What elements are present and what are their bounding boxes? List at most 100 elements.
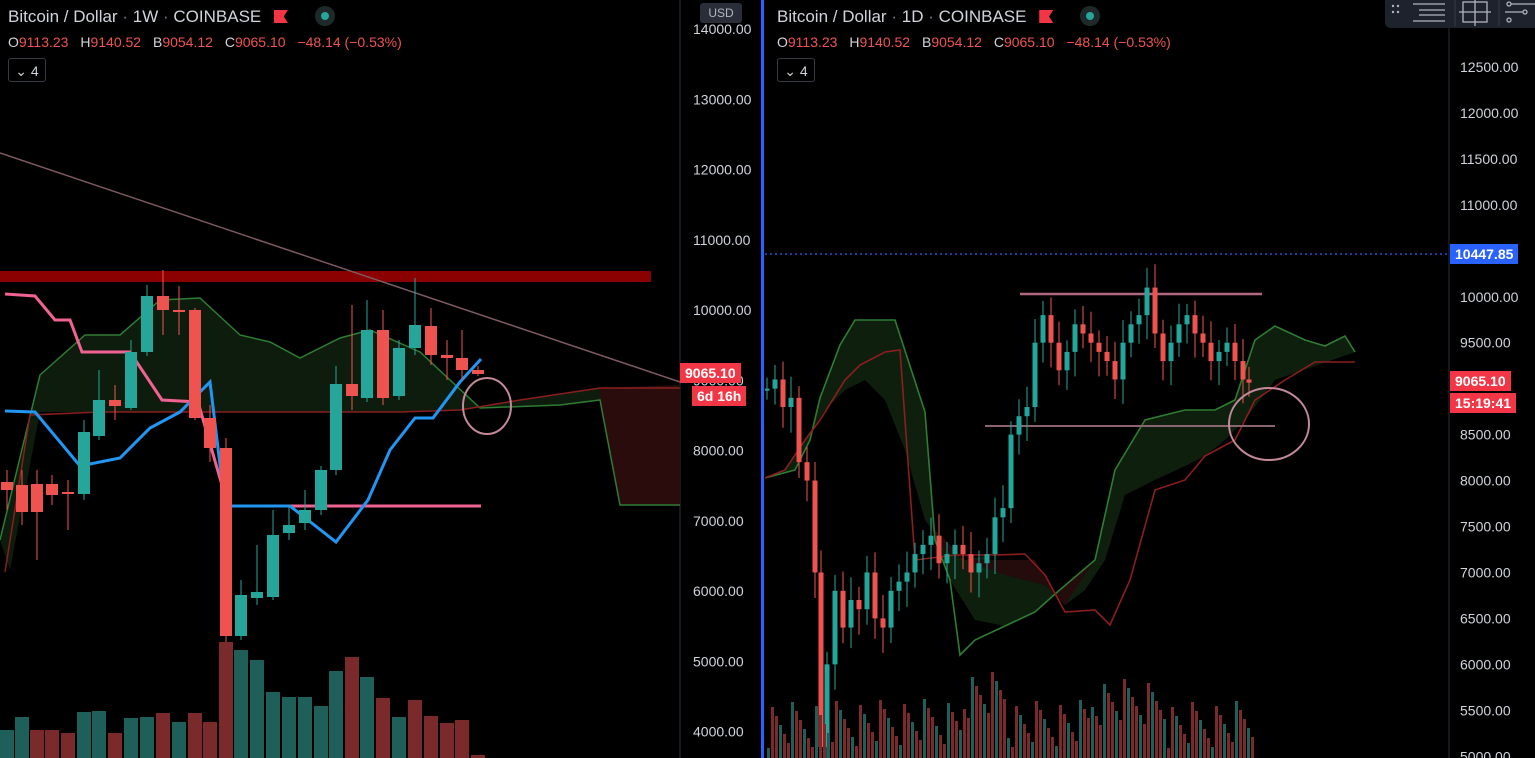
candle-body	[189, 310, 201, 418]
candle-body	[1104, 351, 1110, 362]
price-tick-label: 12500.00	[1460, 59, 1519, 75]
currency-button[interactable]: USD	[700, 3, 742, 23]
candle-body	[1192, 315, 1198, 334]
volume-bar	[1095, 716, 1098, 758]
volume-bar	[92, 711, 106, 758]
daily-chart-canvas[interactable]: 12500.00 12000.00 11500.00 11000.00 10000.00…	[765, 0, 1535, 758]
volume-bar	[0, 730, 14, 758]
volume-bar	[979, 695, 982, 758]
candle-body	[912, 554, 918, 573]
open-value: 9113.23	[18, 34, 69, 50]
flag-icon[interactable]	[1039, 10, 1054, 23]
volume-bar	[835, 701, 838, 758]
volume-bar	[991, 672, 994, 758]
status-dot-icon	[1079, 6, 1100, 26]
candle-body	[788, 397, 794, 408]
volume-bar	[156, 713, 170, 758]
price-tick-label: 10000.00	[1460, 289, 1519, 305]
candle-body	[267, 535, 279, 597]
volume-bar	[807, 738, 810, 758]
candle-body	[1072, 324, 1078, 352]
volume-bar	[1211, 747, 1214, 758]
symbol-name[interactable]: Bitcoin / Dollar	[777, 7, 887, 26]
tool-nodes-icon[interactable]	[1505, 1, 1535, 23]
candle-body	[330, 384, 342, 470]
volume-bar	[376, 698, 390, 758]
candle-body	[1176, 324, 1182, 343]
flag-icon[interactable]	[273, 10, 288, 23]
high-value: 9140.52	[90, 34, 142, 50]
volume-bar	[1055, 746, 1058, 758]
weekly-chart-pane[interactable]: 14000.00 13000.00 12000.00 11000.00 10000.00…	[0, 0, 762, 758]
volume-bar	[887, 718, 890, 758]
volume-bar	[1071, 732, 1074, 758]
tool-crosshair-icon[interactable]	[1459, 0, 1491, 26]
volume-bar	[827, 733, 830, 758]
candle-body	[425, 326, 437, 355]
candle-body	[1224, 342, 1230, 352]
interval-label[interactable]: 1W	[132, 7, 159, 26]
candle-body	[235, 595, 247, 636]
candle-body	[346, 384, 358, 396]
crosshair-price-tag: 10447.85	[1450, 244, 1519, 264]
volume-bar	[783, 734, 786, 758]
volume-bar	[959, 730, 962, 758]
volume-bar	[1187, 743, 1190, 758]
volume-bar	[847, 728, 850, 758]
candle-body	[1040, 315, 1046, 343]
candle-body	[93, 400, 105, 436]
candle-body	[804, 462, 810, 481]
candle-body	[856, 600, 862, 610]
volume-bar	[1167, 748, 1170, 758]
candle-body	[765, 388, 770, 391]
candle-body	[315, 470, 327, 510]
volume-bar	[863, 714, 866, 758]
candle-body	[1184, 315, 1190, 325]
price-tick-label: 6500.00	[1460, 610, 1511, 626]
last-price-tag: 9065.10	[1450, 371, 1511, 391]
daily-chart-pane[interactable]: 12500.00 12000.00 11500.00 11000.00 10000.00…	[765, 0, 1535, 758]
volume-bar	[1079, 700, 1082, 758]
indicator-collapse-button[interactable]: ⌄ 4	[8, 58, 46, 82]
symbol-name[interactable]: Bitcoin / Dollar	[8, 7, 118, 26]
drag-handle-icon[interactable]	[1391, 4, 1400, 14]
candle-body	[173, 310, 185, 312]
candle-body	[1008, 434, 1014, 509]
volume-bar	[1107, 693, 1110, 758]
weekly-chart-canvas[interactable]: 14000.00 13000.00 12000.00 11000.00 10000.00…	[0, 0, 762, 758]
volume-bar	[975, 686, 978, 758]
candle-body	[880, 618, 886, 628]
candle-body	[472, 370, 484, 374]
volume-bar	[843, 719, 846, 758]
candle-body	[812, 480, 818, 573]
volume-bar	[188, 713, 202, 758]
tool-lines-icon[interactable]	[1413, 3, 1445, 22]
volume-bar	[831, 742, 834, 758]
volume-bar	[943, 744, 946, 758]
volume-bar	[124, 718, 138, 758]
price-tick-label: 7500.00	[1460, 519, 1511, 535]
volume-bar	[891, 727, 894, 758]
candle-body	[976, 563, 982, 573]
price-tick-label: 14000.00	[693, 21, 752, 37]
annotation-circle	[1228, 387, 1310, 461]
volume-bar	[899, 745, 902, 758]
candle-body	[992, 517, 998, 555]
volume-bar	[1203, 729, 1206, 758]
pane-divider[interactable]	[761, 0, 764, 758]
volume-bar	[30, 730, 44, 758]
volume-bar	[1207, 738, 1210, 758]
change-value: −48.14 (−0.53%)	[1066, 34, 1171, 50]
interval-label[interactable]: 1D	[901, 7, 924, 26]
volume-bar	[1139, 715, 1142, 758]
volume-bar	[298, 697, 312, 758]
volume-bar	[1251, 737, 1254, 758]
volume-bar	[935, 726, 938, 758]
daily-legend: Bitcoin / Dollar · 1D · COINBASE	[777, 6, 1100, 27]
candle-body	[377, 330, 389, 398]
candle-body	[157, 296, 169, 310]
volume-bar	[282, 697, 296, 758]
volume-bar	[471, 755, 485, 758]
indicator-collapse-button[interactable]: ⌄ 4	[777, 58, 815, 82]
volume-bar	[911, 722, 914, 758]
